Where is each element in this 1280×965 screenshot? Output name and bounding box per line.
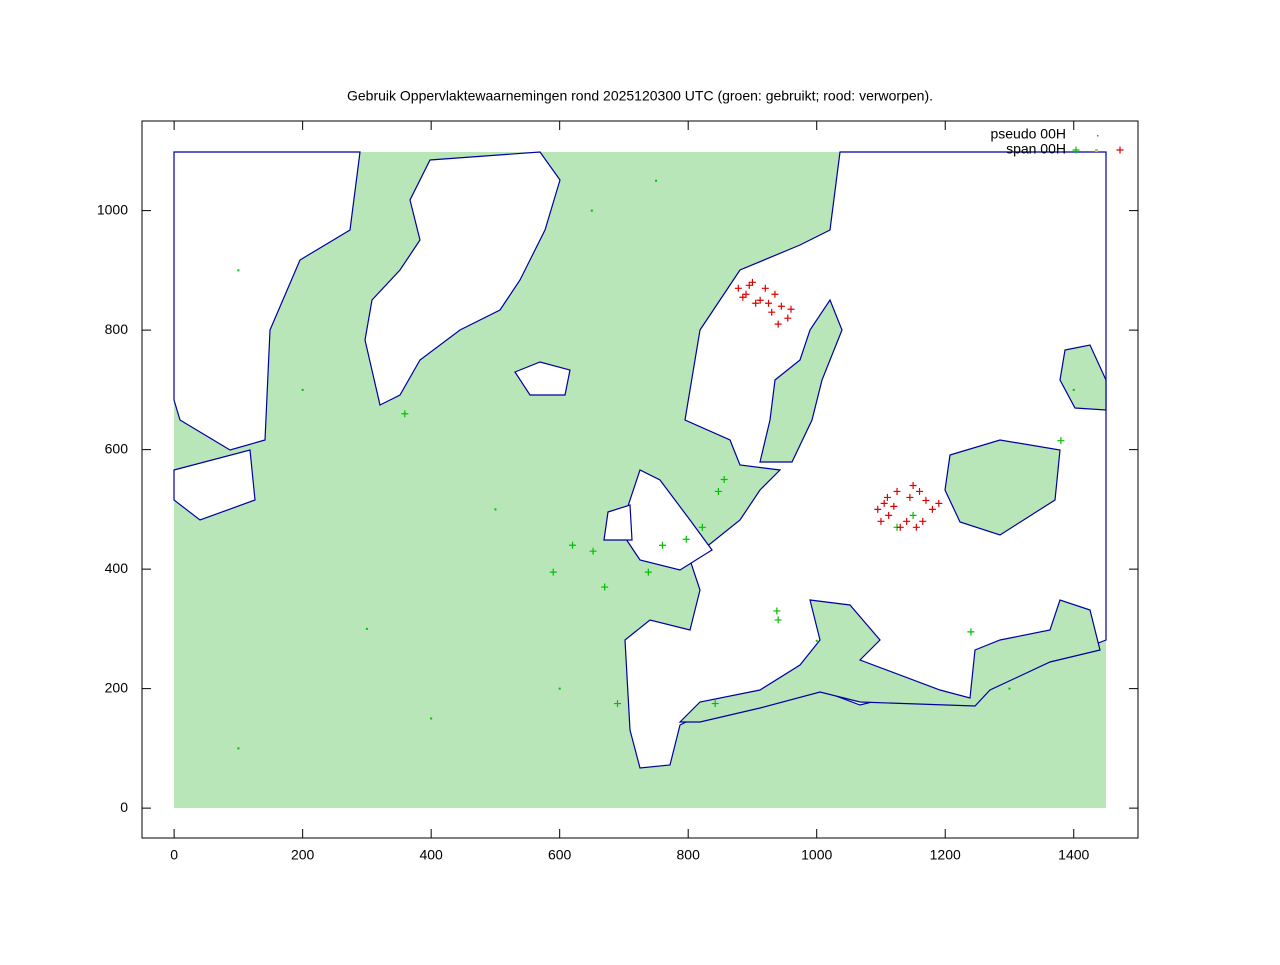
span-point: [549, 568, 557, 576]
span-point: [644, 568, 652, 576]
y-tick-label: 800: [105, 321, 129, 337]
span-point: [698, 523, 706, 531]
span-point: [756, 296, 764, 304]
x-tick-label: 0: [170, 847, 178, 863]
span-point: [765, 299, 773, 307]
greenland: [364, 151, 561, 406]
x-tick-label: 1200: [930, 847, 961, 863]
span-point: [682, 535, 690, 543]
span-point: [768, 308, 776, 316]
pseudo-point: [590, 209, 593, 212]
span-point: [890, 502, 898, 510]
legend-marker: [1097, 135, 1099, 137]
pseudo-point: [430, 717, 433, 720]
ireland: [603, 504, 633, 541]
x-tick-label: 1400: [1058, 847, 1089, 863]
x-tick-label: 1000: [801, 847, 832, 863]
legend-label: pseudo 00H: [990, 126, 1066, 142]
span-point: [883, 493, 891, 501]
pseudo-point: [365, 627, 368, 630]
pseudo-point: [1072, 388, 1075, 391]
legend-marker: [1116, 146, 1124, 154]
span-point: [893, 487, 901, 495]
span-point: [742, 290, 750, 298]
chart-title: Gebruik Oppervlaktewaarnemingen rond 202…: [347, 88, 933, 104]
span-point: [903, 517, 911, 525]
span-point: [909, 481, 917, 489]
britain: [619, 469, 713, 571]
span-point: [774, 320, 782, 328]
span-point: [589, 547, 597, 555]
pseudo-point: [237, 269, 240, 272]
black-sea: [944, 439, 1061, 536]
span-point: [720, 476, 728, 483]
y-tick-label: 1000: [97, 201, 128, 217]
span-point: [919, 517, 927, 525]
span-point: [752, 299, 760, 307]
baltic: [759, 298, 843, 463]
span-point: [714, 487, 722, 495]
map: [173, 151, 1107, 808]
span-point: [745, 281, 753, 289]
span-point: [912, 523, 920, 531]
span-point: [601, 583, 609, 591]
span-point: [777, 302, 785, 310]
legend-marker: [1095, 149, 1098, 152]
pseudo-point: [1008, 687, 1011, 690]
span-point: [787, 305, 795, 313]
span-point: [909, 511, 917, 519]
span-point: [774, 616, 782, 624]
span-point: [880, 499, 888, 507]
pseudo-point: [301, 388, 304, 391]
span-point: [748, 278, 756, 286]
x-tick-label: 800: [677, 847, 701, 863]
span-point: [928, 505, 936, 513]
pseudo-point: [558, 687, 561, 690]
y-tick-label: 200: [105, 679, 129, 695]
legend-marker: [1072, 146, 1080, 154]
baffin: [173, 449, 256, 521]
span-point: [935, 499, 943, 507]
x-tick-label: 600: [548, 847, 572, 863]
span-point: [885, 511, 893, 519]
span-point: [967, 628, 975, 636]
x-tick-label: 400: [419, 847, 443, 863]
span-point: [771, 290, 779, 298]
y-tick-label: 400: [105, 560, 129, 576]
span-point: [896, 523, 904, 531]
pseudo-point: [237, 747, 240, 750]
span-point: [401, 410, 409, 418]
span-point: [784, 314, 792, 322]
pseudo-point: [655, 179, 658, 182]
plot-points: [237, 179, 1075, 750]
span-point: [874, 505, 882, 513]
span-point: [739, 293, 747, 301]
span-point: [761, 284, 769, 292]
span-point: [1057, 437, 1065, 445]
y-tick-label: 600: [105, 440, 129, 456]
pseudo-point: [494, 508, 497, 511]
span-point: [773, 607, 781, 615]
span-point: [569, 541, 577, 549]
y-tick-label: 0: [120, 799, 128, 815]
iceland: [514, 361, 571, 396]
span-point: [658, 541, 666, 549]
mediterranean: [678, 599, 1101, 723]
span-point: [734, 284, 742, 292]
caspian: [1059, 344, 1107, 411]
span-point: [916, 487, 924, 495]
span-point: [877, 517, 885, 525]
legend-label: span 00H: [1006, 141, 1066, 157]
span-point: [614, 700, 622, 708]
span-point: [906, 493, 914, 501]
x-tick-label: 200: [291, 847, 315, 863]
pseudo-point: [815, 639, 818, 642]
span-point: [922, 496, 930, 504]
span-point: [711, 700, 719, 708]
plot-frame: [141, 120, 1139, 839]
arctic-canada: [173, 151, 361, 451]
